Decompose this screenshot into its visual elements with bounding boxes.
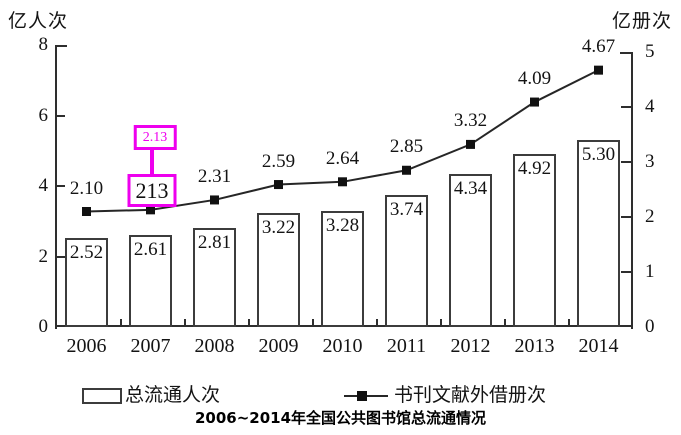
- y-axis-right-tick: [621, 216, 631, 218]
- bar-label-2012: 4.34: [453, 178, 488, 199]
- line-marker: [274, 180, 283, 190]
- line-marker: [338, 177, 347, 187]
- line-marker: [402, 165, 411, 175]
- x-axis-year-label: 2006: [66, 335, 107, 357]
- annotation-corrected-value-box: 2.13: [133, 125, 177, 150]
- y-axis-left-tick: [57, 114, 65, 117]
- line-point-label-2006: 2.10: [69, 177, 104, 199]
- y-axis-left-line: [55, 45, 57, 329]
- legend-item-bars: 总流通人次: [82, 384, 220, 408]
- y-axis-left-tick-label: 4: [38, 175, 49, 196]
- left-axis-title: 亿人次: [8, 11, 69, 32]
- y-axis-left-tick-label: 2: [38, 245, 49, 267]
- x-axis-tick: [312, 319, 314, 326]
- bar-2007: [129, 234, 172, 327]
- y-axis-left-tick-label: 0: [38, 316, 49, 337]
- y-axis-left-tick-label: 6: [38, 104, 49, 126]
- line-point-label-2009: 2.59: [261, 150, 296, 172]
- x-axis-year-label: 2008: [194, 335, 235, 357]
- y-axis-left-tick: [57, 185, 65, 187]
- line-point-label-2010: 2.64: [325, 147, 360, 169]
- x-axis-year-label: 2009: [258, 335, 299, 357]
- chart-title: 2006~2014年全国公共图书馆总流通情况: [194, 409, 487, 427]
- line-marker: [466, 139, 475, 149]
- bar-2011: [385, 195, 428, 327]
- bar-2006: [65, 238, 108, 327]
- x-axis-tick: [376, 319, 378, 326]
- y-axis-right-tick: [621, 161, 631, 163]
- bar-2009: [257, 213, 300, 327]
- right-axis-title: 亿册次: [611, 11, 672, 32]
- bar-label-2013: 4.92: [517, 157, 552, 179]
- y-axis-right-tick-label: 5: [645, 41, 655, 62]
- x-axis-tick: [120, 319, 122, 326]
- bar-2008: [193, 227, 236, 327]
- line-marker: [82, 207, 91, 216]
- x-axis-tick: [248, 319, 250, 326]
- bar-2010: [321, 211, 364, 327]
- x-axis-year-label: 2012: [450, 335, 491, 357]
- x-axis-tick: [504, 319, 506, 326]
- bar-2014: [577, 140, 620, 327]
- line-point-label-2012: 3.32: [453, 110, 488, 132]
- line-marker: [594, 65, 603, 75]
- y-axis-right-tick-label: 0: [645, 316, 655, 337]
- annotation-original-label-box: 213: [127, 174, 177, 207]
- x-axis-year-label: 2010: [322, 335, 363, 357]
- y-axis-left-top-cap: [57, 45, 67, 47]
- bar-2012: [449, 174, 492, 327]
- x-axis-tick: [440, 319, 442, 326]
- bar-label-2014: 5.30: [581, 144, 616, 166]
- line-point-label-2008: 2.31: [197, 165, 232, 187]
- y-axis-right-tick-label: 1: [645, 261, 655, 282]
- bar-2013: [513, 153, 556, 327]
- line-marker-swatch-icon: [344, 389, 388, 403]
- y-axis-right-tick-label: 2: [645, 206, 655, 227]
- bar-label-2011: 3.74: [389, 199, 424, 221]
- annotation-connector-line: [150, 150, 154, 176]
- line-point-label-2013: 4.09: [517, 68, 552, 90]
- bar-label-2008: 2.81: [197, 231, 232, 253]
- y-axis-right-tick: [621, 106, 631, 108]
- legend-item-line: 书刊文献外借册次: [344, 384, 546, 408]
- line-marker: [146, 205, 155, 215]
- line-marker: [210, 195, 219, 205]
- bar-label-2010: 3.28: [325, 215, 360, 237]
- legend-bars-label: 总流通人次: [125, 385, 221, 406]
- y-axis-right-tick-label: 3: [645, 151, 655, 172]
- y-axis-left-tick: [57, 255, 65, 258]
- line-marker: [530, 97, 539, 107]
- bar-label-2009: 3.22: [261, 217, 296, 239]
- y-axis-right-tick: [621, 271, 631, 273]
- x-axis-year-label: 2013: [514, 335, 555, 357]
- line-point-label-2014: 4.67: [581, 36, 616, 58]
- y-axis-right-line: [631, 52, 633, 329]
- x-axis-year-label: 2014: [578, 335, 619, 357]
- bar-swatch-icon: [82, 388, 122, 404]
- x-axis-tick: [568, 319, 570, 326]
- y-axis-left-tick-label: 8: [38, 34, 49, 55]
- bar-label-2007: 2.61: [133, 238, 168, 260]
- line-point-label-2011: 2.85: [389, 136, 424, 158]
- x-axis-year-label: 2007: [130, 335, 171, 357]
- y-axis-right-top-cap: [620, 52, 631, 54]
- x-axis-year-label: 2011: [386, 335, 427, 357]
- x-axis-tick: [184, 319, 186, 326]
- bar-label-2006: 2.52: [69, 242, 104, 264]
- y-axis-right-tick-label: 4: [645, 96, 655, 117]
- legend-line-label: 书刊文献外借册次: [394, 385, 547, 406]
